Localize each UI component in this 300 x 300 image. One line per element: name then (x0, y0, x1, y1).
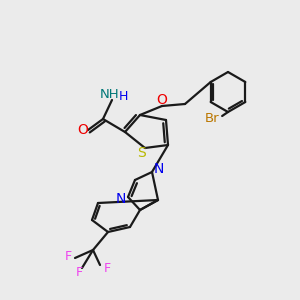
Text: H: H (118, 91, 128, 103)
Text: F: F (103, 262, 111, 275)
Text: O: O (157, 93, 167, 107)
Text: F: F (75, 266, 82, 280)
Text: N: N (116, 192, 126, 206)
Text: N: N (154, 162, 164, 176)
Text: O: O (78, 123, 88, 137)
Text: Br: Br (205, 112, 220, 125)
Text: S: S (138, 146, 146, 160)
Text: F: F (64, 250, 72, 262)
Text: NH: NH (100, 88, 120, 100)
